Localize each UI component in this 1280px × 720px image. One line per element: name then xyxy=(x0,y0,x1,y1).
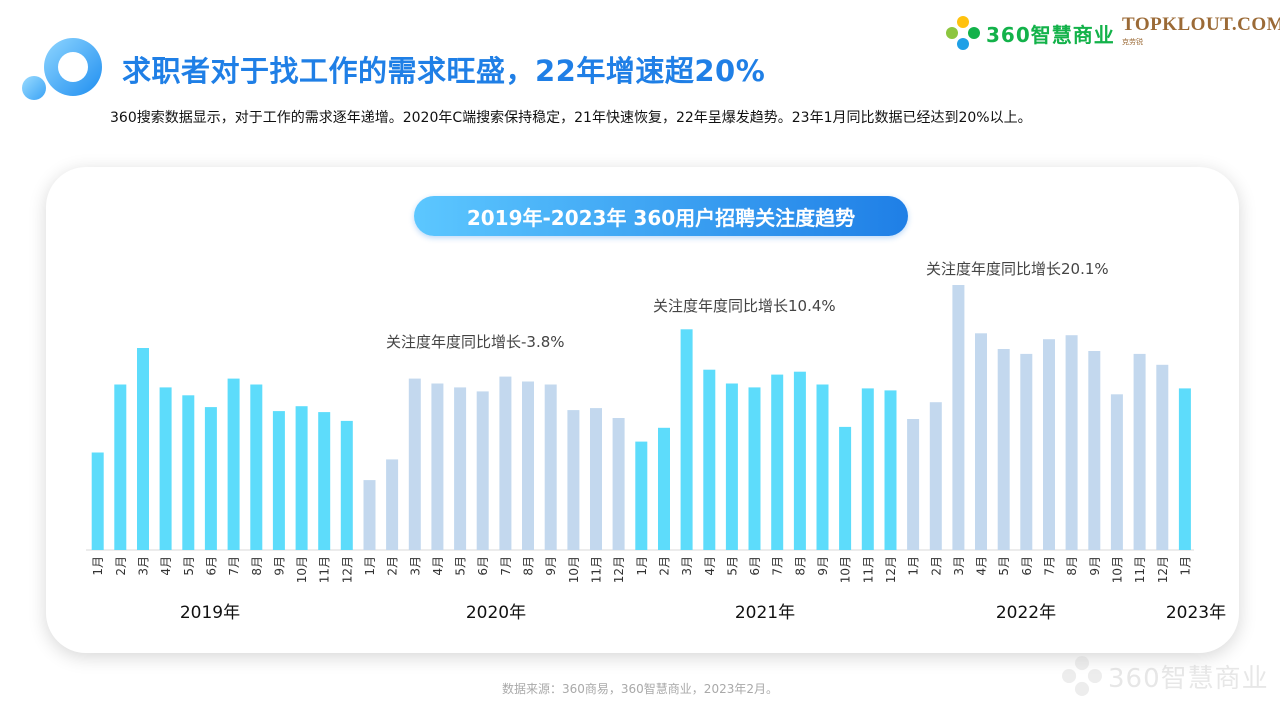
annotation-2021: 关注度年度同比增长10.4% xyxy=(653,297,836,315)
annotation-2022: 关注度年度同比增长20.1% xyxy=(926,260,1109,278)
decorative-dot-icon xyxy=(22,76,46,100)
page-title: 求职者对于找工作的需求旺盛，22年增速超20% xyxy=(122,54,766,88)
watermark-text: 360智慧商业 xyxy=(1108,663,1269,694)
flower-logo-icon xyxy=(946,16,980,50)
brand-logo-360: 360智慧商业 xyxy=(946,16,1115,50)
decorative-ring-icon xyxy=(44,38,102,96)
topklout-subtext: 克劳锐 xyxy=(1122,38,1143,46)
brand-360-text: 360智慧商业 xyxy=(986,22,1115,47)
chart-title: 2019年-2023年 360用户招聘关注度趋势 xyxy=(414,196,908,236)
brand-logo-topklout: TOPKLOUT.COM 克劳锐 xyxy=(1122,14,1280,47)
topklout-text: TOPKLOUT.COM xyxy=(1122,14,1280,35)
watermark-logo: 360智慧商业 xyxy=(1062,656,1269,696)
watermark-flower-icon xyxy=(1062,656,1102,696)
data-source-note: 数据来源：360商易，360智慧商业，2023年2月。 xyxy=(502,682,778,696)
annotation-2020: 关注度年度同比增长-3.8% xyxy=(386,333,565,351)
chart-card xyxy=(46,167,1239,653)
page-subtitle: 360搜索数据显示，对于工作的需求逐年递增。2020年C端搜索保持稳定，21年快… xyxy=(110,110,1032,126)
